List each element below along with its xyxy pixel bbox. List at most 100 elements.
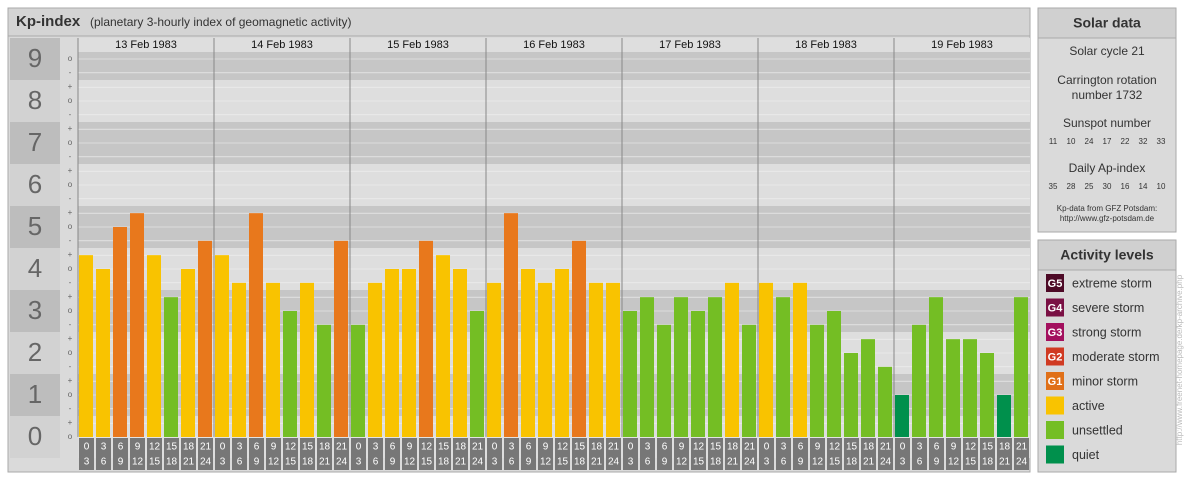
x-tick-label: 3 — [900, 457, 906, 468]
x-tick-label: 21 — [744, 442, 756, 453]
bar — [657, 324, 671, 437]
minor-tick-label: - — [69, 68, 72, 77]
x-tick-label: 6 — [118, 442, 124, 453]
bar — [96, 269, 110, 437]
x-tick-label: 3 — [101, 442, 107, 453]
bar — [317, 324, 331, 437]
bar — [997, 395, 1011, 437]
date-row — [78, 38, 1030, 52]
x-tick-cell — [725, 438, 740, 470]
x-tick-label: 21 — [200, 442, 212, 453]
bar — [640, 297, 654, 437]
x-tick-cell — [946, 438, 961, 470]
bar — [742, 324, 756, 437]
x-tick-label: 18 — [302, 457, 314, 468]
x-tick-cell — [606, 438, 621, 470]
bar — [572, 240, 586, 437]
minor-tick-label: o — [68, 264, 73, 273]
x-tick-cell — [79, 438, 94, 470]
x-tick-label: 24 — [880, 457, 892, 468]
minor-tick-label: o — [68, 432, 73, 441]
bar — [266, 282, 280, 437]
level-swatch — [1046, 274, 1064, 292]
bar — [929, 297, 943, 437]
level-swatch — [1046, 347, 1064, 366]
x-tick-label: 3 — [84, 457, 90, 468]
bar — [555, 269, 569, 437]
x-tick-label: 24 — [744, 457, 756, 468]
x-tick-label: 3 — [237, 442, 243, 453]
x-tick-label: 3 — [373, 442, 379, 453]
digit-cell — [10, 122, 60, 164]
bar — [963, 339, 977, 437]
x-tick-cell — [776, 438, 791, 470]
bar — [487, 282, 501, 437]
level-badge: G4 — [1048, 302, 1064, 314]
y-tick-label: 0 — [28, 421, 42, 451]
digit-cell — [10, 206, 60, 248]
x-tick-cell — [130, 438, 145, 470]
x-tick-cell — [351, 438, 366, 470]
x-tick-cell — [895, 438, 910, 470]
x-tick-label: 15 — [710, 442, 722, 453]
x-tick-label: 9 — [390, 457, 396, 468]
x-tick-label: 24 — [336, 457, 348, 468]
x-tick-cell — [470, 438, 485, 470]
x-tick-label: 18 — [999, 442, 1011, 453]
x-tick-cell — [232, 438, 247, 470]
x-tick-cell — [96, 438, 111, 470]
date-label: 18 Feb 1983 — [795, 39, 857, 51]
x-tick-label: 3 — [356, 457, 362, 468]
bar — [300, 282, 314, 437]
x-tick-label: 15 — [166, 442, 178, 453]
level-label: minor storm — [1072, 374, 1138, 388]
x-tick-label: 9 — [679, 442, 685, 453]
sunspot-title: Sunspot number — [1063, 116, 1151, 130]
x-tick-cell — [844, 438, 859, 470]
x-tick-cell — [861, 438, 876, 470]
bar — [334, 240, 348, 437]
x-tick-label: 6 — [390, 442, 396, 453]
x-tick-cell — [742, 438, 757, 470]
ap-value: 14 — [1139, 182, 1148, 191]
y-tick-label: 2 — [28, 337, 42, 367]
x-tick-label: 12 — [812, 457, 824, 468]
bar — [912, 324, 926, 437]
digit-cell — [10, 164, 60, 206]
x-tick-cell — [980, 438, 995, 470]
sunspot-value: 32 — [1139, 137, 1148, 146]
minor-tick-label: o — [68, 390, 73, 399]
y-tick-label: 6 — [28, 169, 42, 199]
level-swatch — [1046, 445, 1064, 464]
x-tick-label: 9 — [526, 457, 532, 468]
bar — [232, 282, 246, 437]
x-tick-label: 18 — [438, 457, 450, 468]
level-label: severe storm — [1072, 301, 1144, 315]
x-tick-label: 9 — [543, 442, 549, 453]
x-tick-label: 6 — [798, 442, 804, 453]
x-tick-label: 21 — [999, 457, 1011, 468]
bar — [283, 311, 297, 437]
x-tick-cell — [385, 438, 400, 470]
minor-tick-label: - — [69, 404, 72, 413]
x-tick-cell — [555, 438, 570, 470]
level-label: unsettled — [1072, 423, 1123, 437]
x-tick-label: 9 — [815, 442, 821, 453]
bar — [419, 240, 433, 437]
level-swatch — [1046, 421, 1064, 439]
x-tick-label: 12 — [540, 457, 552, 468]
x-tick-label: 15 — [846, 442, 858, 453]
x-tick-label: 12 — [404, 457, 416, 468]
minor-tick-label: - — [69, 362, 72, 371]
x-tick-label: 3 — [628, 457, 634, 468]
minor-tick-label: + — [68, 82, 73, 91]
x-tick-label: 12 — [268, 457, 280, 468]
bar — [725, 282, 739, 437]
x-tick-cell — [538, 438, 553, 470]
x-tick-label: 12 — [285, 442, 297, 453]
x-tick-cell — [436, 438, 451, 470]
bar — [623, 311, 637, 437]
bar — [878, 366, 892, 437]
level-badge: G2 — [1048, 351, 1063, 363]
bar — [385, 269, 399, 437]
